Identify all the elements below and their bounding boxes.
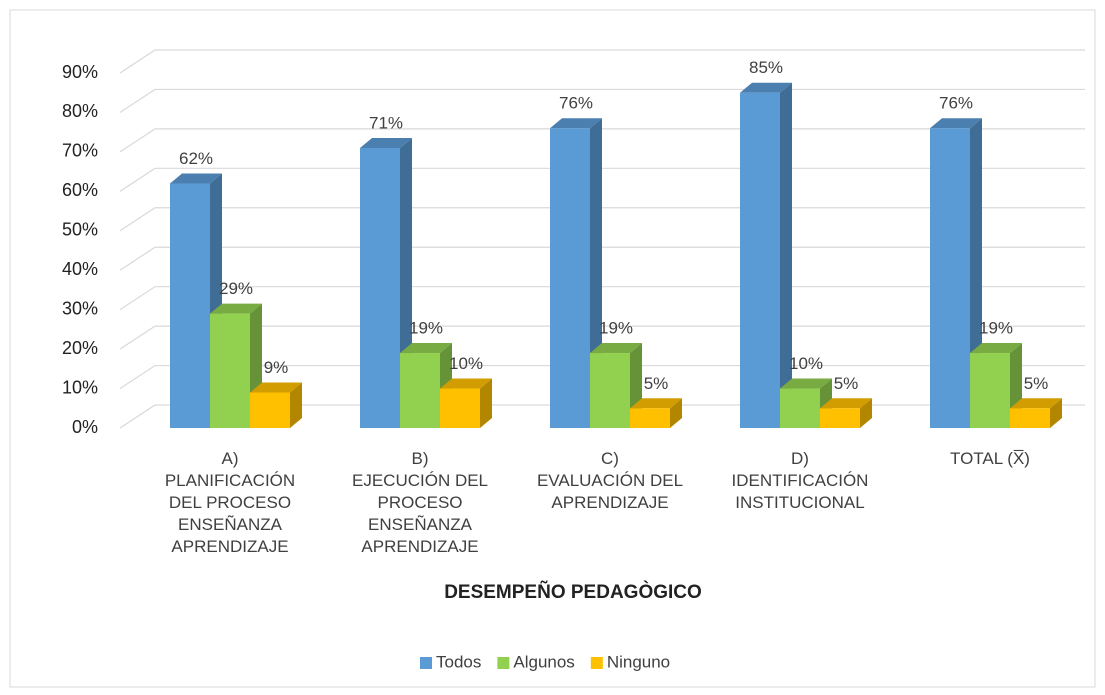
data-label: 10% [449,354,483,373]
data-label: 5% [644,374,669,393]
data-label: 5% [834,374,859,393]
data-label: 76% [939,94,973,113]
bar [170,183,210,428]
bar-top [630,398,682,409]
x-tick-line: ENSEÑANZA [368,515,473,534]
bar [1010,408,1050,428]
x-tick-line: A) [222,449,239,468]
x-tick-label: A) PLANIFICACIÓN DEL PROCESO ENSEÑANZA APREN… [165,449,295,556]
bar [740,92,780,428]
bar [550,128,590,428]
x-tick-line: C) [601,449,619,468]
bar-top [550,118,602,129]
legend-label: Algunos [513,652,574,671]
y-tick-label: 0% [72,417,98,437]
bar [250,392,290,428]
bar-top [820,398,872,409]
x-tick-label: C) EVALUACIÓN DEL APRENDIZAJE [537,449,683,512]
x-tick-line: APRENDIZAJE [361,537,478,556]
data-label: 76% [559,94,593,113]
x-tick-line: TOTAL (X̅) [950,449,1030,468]
bar [360,147,400,428]
y-tick-label: 70% [62,141,98,161]
x-tick-line: ENSEÑANZA [178,515,283,534]
x-tick-label: B) EJECUCIÓN DEL PROCESO ENSEÑANZA APRENDIZA… [352,449,488,556]
data-label: 19% [599,319,633,338]
bar-top [250,382,302,393]
legend-swatch [497,657,510,669]
x-tick-label: TOTAL (X̅) [950,449,1030,468]
data-label: 5% [1024,374,1049,393]
y-tick-label: 50% [62,220,98,240]
data-label: 71% [369,113,403,132]
data-label: 62% [179,149,213,168]
legend-swatch [420,657,432,669]
y-tick-label: 80% [62,101,98,121]
x-tick-line: APRENDIZAJE [551,493,668,512]
bar [930,128,970,428]
bar-side [290,382,302,428]
bar [630,408,670,428]
bar-top [360,137,412,148]
bar-top [930,118,982,129]
x-tick-line: EJECUCIÓN DEL [352,471,488,490]
data-label: 10% [789,354,823,373]
x-tick-line: DEL PROCESO [169,493,291,512]
y-tick-label: 10% [62,377,98,397]
bar-side [670,398,682,428]
data-label: 85% [749,58,783,77]
bar-top [780,378,832,389]
legend-swatch [590,657,603,669]
bar-side [480,378,492,428]
y-tick-label: 40% [62,259,98,279]
bar [590,353,630,428]
x-tick-line: IDENTIFICACIÓN [732,471,869,490]
bar-top [740,82,792,93]
bar [400,353,440,428]
x-tick-line: INSTITUCIONAL [735,493,864,512]
bar-side [860,398,872,428]
x-tick-line: PLANIFICACIÓN [165,471,295,490]
data-label: 9% [264,358,289,377]
y-tick-label: 60% [62,180,98,200]
bar-side [1050,398,1062,428]
x-tick-line: D) [791,449,809,468]
bar [210,313,250,428]
x-tick-line: PROCESO [377,493,462,512]
y-tick-label: 30% [62,298,98,318]
x-tick-line: APRENDIZAJE [171,537,288,556]
bar-top [1010,398,1062,409]
grid-line [119,49,1085,74]
y-tick-label: 90% [62,62,98,82]
data-label: 19% [979,319,1013,338]
x-tick-line: B) [412,449,429,468]
bar [440,388,480,428]
bar [780,388,820,428]
bar-top [400,343,452,354]
data-label: 29% [219,279,253,298]
y-tick-label: 20% [62,338,98,358]
x-tick-line: EVALUACIÓN DEL [537,471,683,490]
bar-side [780,82,792,428]
bar-top [170,173,222,184]
x-axis-title: DESEMPEÑO PEDAGÒGICO [444,581,702,603]
bar-top [210,303,262,314]
bar-top [970,343,1022,354]
bar [970,353,1010,428]
legend-label: Todos [436,652,481,671]
bar-top [440,378,492,389]
bar-top [590,343,642,354]
data-label: 19% [409,319,443,338]
legend-label: Ninguno [607,652,670,671]
x-tick-label: D) IDENTIFICACIÓN INSTITUCIONAL [732,449,869,512]
bar [820,408,860,428]
